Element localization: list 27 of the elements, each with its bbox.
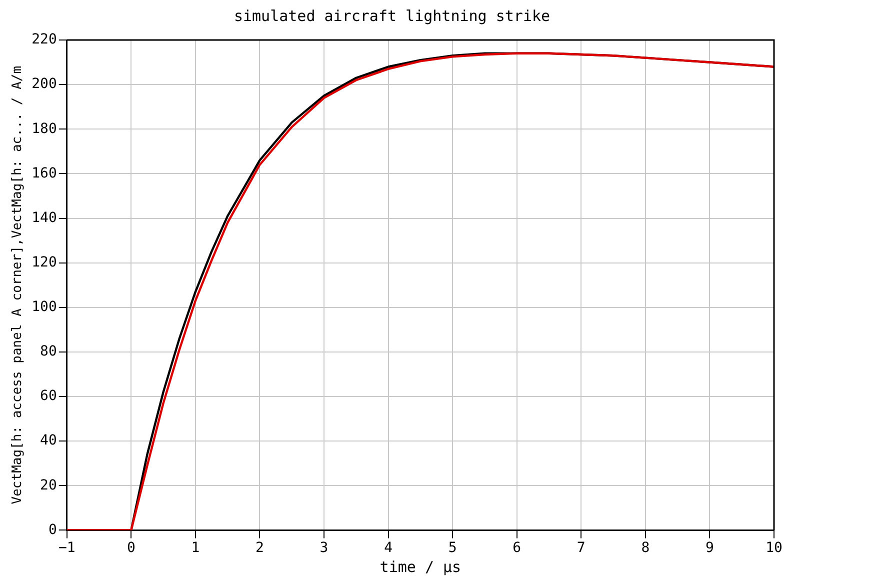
y-tick-label: 220 [32,32,57,48]
y-tick-label: 0 [48,522,57,538]
x-tick-label: 6 [512,540,522,556]
x-tick-label: 2 [256,540,264,556]
x-tick-label: 8 [641,540,650,556]
y-tick-label: 20 [40,477,57,494]
y-tick-label: 180 [32,120,57,137]
x-tick-label: 3 [320,540,328,556]
x-tick-label: 9 [706,540,714,556]
y-tick-label: 200 [32,76,57,92]
y-axis-title: VectMag[h: access panel A corner],VectMag[h: ac... / A/m [10,66,26,504]
x-tick-label: 0 [126,540,136,556]
x-tick-label: 10 [766,540,782,556]
y-tick-label: 120 [32,254,57,270]
y-tick-label: 160 [32,165,57,182]
y-tick-label: 140 [32,210,57,226]
y-tick-label: 40 [40,432,57,449]
y-tick-label: 100 [32,299,57,316]
chart-title: simulated aircraft lightning strike [234,6,550,25]
x-tick-label: 4 [384,540,393,556]
x-tick-label: 5 [448,540,457,556]
x-tick-label: 7 [576,540,586,556]
y-tick-label: 60 [40,388,57,404]
x-tick-label: −1 [58,540,76,556]
x-tick-label: 1 [191,540,200,556]
x-axis-title: time / μs [380,558,462,576]
y-tick-label: 80 [40,344,57,360]
